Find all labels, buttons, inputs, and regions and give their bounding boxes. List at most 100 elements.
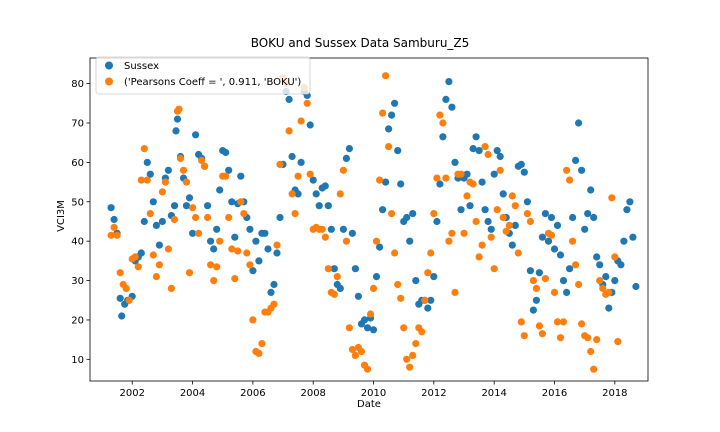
data-point-s1-142 <box>532 284 541 292</box>
data-point-s0-107 <box>427 296 435 304</box>
data-point-s0-140 <box>526 267 535 275</box>
data-point-s0-147 <box>547 213 556 222</box>
data-point-s0-143 <box>535 269 544 277</box>
data-point-s1-39 <box>222 172 230 180</box>
data-point-s0-142 <box>532 296 541 304</box>
data-point-s0-159 <box>584 210 592 218</box>
data-point-s0-14 <box>149 198 157 206</box>
data-point-s1-51 <box>258 340 266 348</box>
data-point-s1-36 <box>213 263 221 271</box>
data-point-s1-138 <box>520 332 528 340</box>
data-point-s1-67 <box>306 170 314 178</box>
data-point-s1-113 <box>445 237 453 245</box>
y-tick-label-50: 50 <box>71 197 84 208</box>
data-point-s0-54 <box>267 288 275 296</box>
data-point-s1-35 <box>210 277 218 285</box>
data-point-s1-161 <box>590 365 598 373</box>
data-point-s1-117 <box>457 170 465 178</box>
y-tick-label-40: 40 <box>71 237 84 248</box>
data-point-s0-28 <box>189 229 197 237</box>
data-point-s1-156 <box>575 280 583 289</box>
data-point-s0-154 <box>569 213 577 222</box>
data-point-s0-4 <box>118 312 126 320</box>
data-point-s1-72 <box>321 233 329 241</box>
data-point-s1-145 <box>541 275 550 283</box>
data-point-s1-112 <box>442 174 450 182</box>
data-point-s1-147 <box>547 231 556 239</box>
data-point-s1-91 <box>379 109 387 117</box>
data-point-s0-141 <box>529 306 538 314</box>
data-point-s1-14 <box>149 251 157 259</box>
data-point-s0-94 <box>388 111 396 119</box>
series-1 <box>107 72 622 373</box>
data-point-s1-93 <box>385 143 393 151</box>
data-point-s0-68 <box>309 176 317 184</box>
data-point-s1-169 <box>614 338 622 346</box>
data-point-s0-109 <box>433 217 441 226</box>
data-point-s0-99 <box>403 213 411 222</box>
data-point-s0-174 <box>629 233 637 241</box>
data-point-s1-46 <box>243 249 251 257</box>
data-point-s1-40 <box>225 213 233 222</box>
data-point-s1-163 <box>596 277 604 285</box>
data-point-s0-155 <box>572 156 580 164</box>
data-point-s1-129 <box>493 206 501 214</box>
data-point-s1-123 <box>475 253 483 261</box>
data-point-s0-83 <box>354 292 362 300</box>
data-point-s1-86 <box>363 365 372 373</box>
data-point-s1-130 <box>496 166 504 174</box>
data-point-s1-115 <box>451 288 459 296</box>
data-point-s1-5 <box>122 284 130 292</box>
data-point-s0-112 <box>442 95 450 103</box>
data-point-s1-140 <box>526 217 535 226</box>
data-point-s0-81 <box>348 229 356 237</box>
data-point-s0-153 <box>566 265 574 273</box>
data-point-s1-114 <box>448 229 456 237</box>
data-point-s0-128 <box>490 170 498 178</box>
data-point-s1-106 <box>424 269 432 277</box>
data-point-s0-16 <box>155 241 163 249</box>
data-point-s1-167 <box>608 194 616 202</box>
data-point-s0-3 <box>116 294 124 302</box>
data-point-s1-16 <box>155 261 163 269</box>
data-point-s1-17 <box>158 188 166 196</box>
data-point-s1-124 <box>478 241 486 249</box>
data-point-s1-166 <box>605 288 613 296</box>
data-point-s1-66 <box>303 99 311 107</box>
data-point-s0-157 <box>578 166 586 174</box>
data-point-s0-72 <box>321 182 329 190</box>
data-point-s1-95 <box>391 249 399 257</box>
y-axis: 10 20 30 40 50 60 70 80 <box>71 79 90 366</box>
data-point-s1-63 <box>294 172 302 180</box>
data-point-s1-157 <box>578 320 586 328</box>
data-point-s0-117 <box>457 206 465 214</box>
data-point-s0-101 <box>409 210 417 218</box>
data-point-s1-109 <box>433 174 441 182</box>
data-point-s0-35 <box>210 245 218 253</box>
data-point-s0-11 <box>140 217 148 226</box>
data-point-s0-156 <box>575 119 583 127</box>
data-point-s0-22 <box>172 127 180 135</box>
x-tick-label-2008: 2008 <box>300 388 325 399</box>
data-point-s0-57 <box>276 213 284 222</box>
data-point-s0-91 <box>379 206 387 214</box>
data-point-s0-146 <box>544 237 553 245</box>
data-point-s0-150 <box>556 251 565 259</box>
data-point-s1-164 <box>599 284 607 292</box>
data-point-s1-29 <box>192 213 200 222</box>
data-point-s0-122 <box>472 133 480 141</box>
data-point-s0-161 <box>590 213 598 222</box>
data-point-s1-107 <box>427 249 435 257</box>
data-point-s1-50 <box>255 349 263 357</box>
data-point-s1-119 <box>463 192 471 200</box>
data-point-s0-55 <box>270 280 278 289</box>
data-point-s1-75 <box>330 290 338 298</box>
data-point-s1-25 <box>179 166 188 174</box>
data-point-s1-45 <box>240 210 248 218</box>
data-point-s1-56 <box>273 241 281 249</box>
data-point-s0-64 <box>297 158 305 166</box>
data-point-s1-90 <box>376 176 384 184</box>
data-point-s0-120 <box>466 202 474 210</box>
data-point-s1-135 <box>511 202 519 210</box>
data-point-s0-90 <box>376 243 384 251</box>
